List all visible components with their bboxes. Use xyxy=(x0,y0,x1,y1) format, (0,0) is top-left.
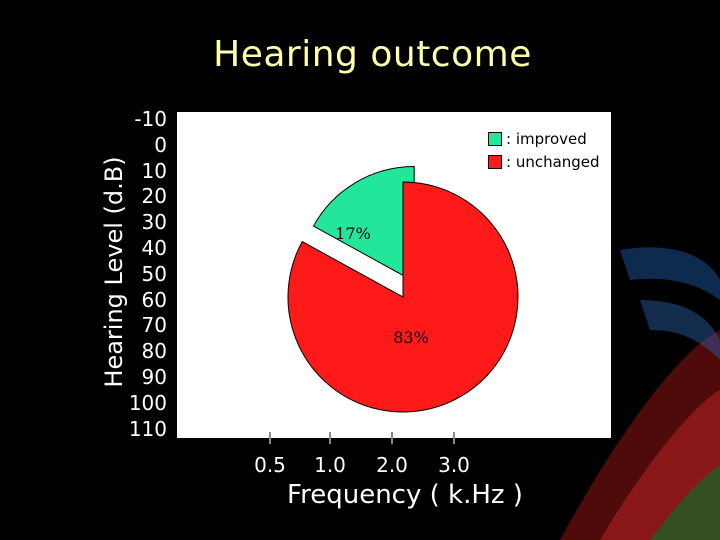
y-tick-label: 0 xyxy=(154,132,167,157)
y-tick-label: -10 xyxy=(134,107,167,131)
legend-item: : unchanged xyxy=(488,154,600,170)
pie-slice-label: 83% xyxy=(393,328,429,347)
y-tick-label: 10 xyxy=(141,158,167,183)
x-tick-label: 1.0 xyxy=(314,453,346,477)
pie-slice xyxy=(312,166,415,283)
x-tick-mark xyxy=(453,432,455,444)
x-tick-mark xyxy=(391,432,393,444)
chart-title: Hearing outcome xyxy=(213,34,532,75)
x-tick-label: 0.5 xyxy=(254,453,286,477)
y-tick-label: 50 xyxy=(141,261,167,286)
x-tick-label: 3.0 xyxy=(438,453,470,477)
legend-label: : improved xyxy=(506,130,587,148)
pie-slice xyxy=(287,181,519,413)
y-tick-label: 60 xyxy=(141,287,167,312)
y-tick-label: 20 xyxy=(141,184,167,209)
legend-item: : improved xyxy=(488,131,587,147)
y-tick-label: 100 xyxy=(128,390,167,415)
y-tick-label: 40 xyxy=(141,236,167,260)
x-tick-mark xyxy=(329,432,331,444)
legend-swatch xyxy=(488,155,502,169)
x-axis-label: Frequency ( k.Hz ) xyxy=(287,480,523,510)
legend-swatch xyxy=(488,132,502,146)
pie-chart: 17% 83% xyxy=(287,166,519,413)
y-tick-label: 30 xyxy=(141,210,167,235)
y-tick-label: 80 xyxy=(141,339,167,364)
x-tick-mark xyxy=(269,432,271,444)
pie-slice-label: 17% xyxy=(335,224,371,243)
plot-area: 17% 83% : improved : unchanged xyxy=(177,112,611,438)
legend-label: : unchanged xyxy=(506,153,600,171)
y-tick-label: 90 xyxy=(141,365,167,389)
y-tick-label: 110 xyxy=(128,416,167,441)
y-tick-label: 70 xyxy=(141,313,167,338)
x-tick-label: 2.0 xyxy=(376,453,408,477)
